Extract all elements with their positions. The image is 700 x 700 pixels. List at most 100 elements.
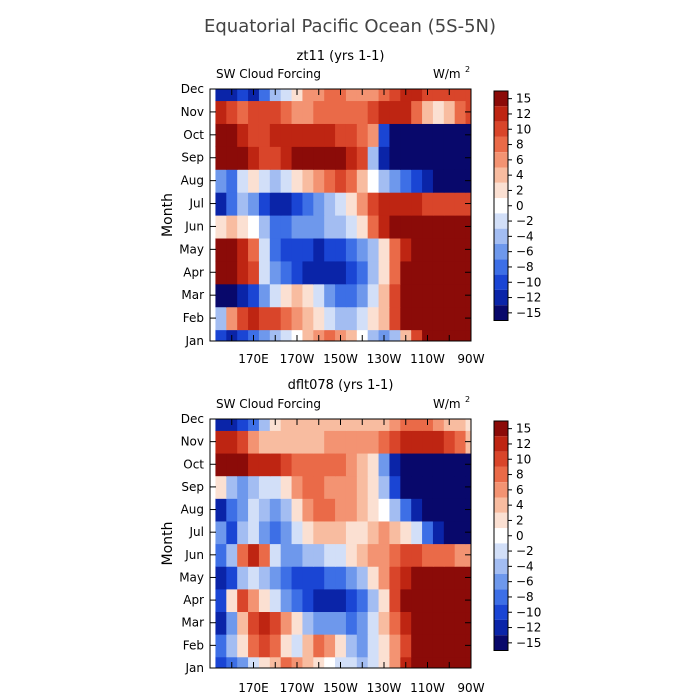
heatmap-cell: [411, 452, 423, 477]
y-axis-label: Month: [160, 193, 176, 237]
heatmap-cell: [291, 192, 304, 216]
heatmap-cell: [258, 192, 271, 216]
heatmap-cell: [345, 215, 358, 239]
heatmap-cell: [313, 520, 325, 545]
heatmap-cell: [454, 89, 467, 102]
colorbar-label: −4: [516, 559, 534, 573]
heatmap-cell: [248, 100, 260, 124]
heatmap-cell: [432, 475, 445, 499]
heatmap-cell: [345, 611, 358, 635]
heatmap-cell: [237, 611, 249, 635]
heatmap-cell: [345, 566, 358, 590]
heatmap-cell: [411, 656, 423, 668]
colorbar-segment: [494, 528, 508, 544]
heatmap-cell: [411, 588, 423, 613]
heatmap-cell: [226, 520, 238, 545]
colorbar-label: −6: [516, 575, 534, 589]
heatmap-cell: [432, 611, 445, 635]
heatmap-cell: [237, 430, 249, 454]
x-tick-label: 170W: [280, 352, 315, 366]
x-tick-label: 170E: [238, 352, 269, 366]
y-tick-label: Aug: [181, 174, 204, 188]
heatmap-cell: [335, 588, 347, 613]
colorbar-label: 15: [516, 92, 531, 106]
heatmap-cell: [313, 588, 325, 613]
x-tick-label: 170E: [238, 681, 269, 695]
colorbar-segment: [494, 289, 508, 306]
panel-variable-label: SW Cloud Forcing: [216, 67, 321, 81]
heatmap-cell: [248, 588, 260, 613]
colorbar-label: 6: [516, 153, 524, 167]
x-tick-label: 150W: [323, 681, 358, 695]
heatmap-cell: [215, 192, 227, 216]
heatmap-cell: [269, 452, 282, 477]
heatmap-cell: [302, 588, 314, 613]
heatmap-cell: [345, 656, 358, 668]
heatmap-cell: [226, 611, 238, 635]
heatmap-cell: [443, 237, 456, 262]
heatmap-cell: [378, 169, 391, 193]
heatmap-cell: [432, 169, 445, 193]
heatmap-cell: [378, 146, 391, 170]
heatmap-cell: [302, 475, 314, 499]
heatmap-cell: [302, 419, 314, 431]
heatmap-cell: [335, 543, 347, 567]
heatmap-cell: [422, 215, 434, 239]
panel-units-superscript: 2: [465, 65, 470, 74]
y-tick-label: Apr: [183, 265, 204, 279]
heatmap-cell: [248, 566, 260, 590]
heatmap-cell: [400, 100, 412, 124]
colorbar-segment: [494, 604, 508, 620]
heatmap-cell: [237, 588, 249, 613]
heatmap-cell: [258, 475, 271, 499]
heatmap-cell: [367, 100, 380, 124]
heatmap-cell: [215, 475, 227, 499]
heatmap-cell: [258, 498, 271, 522]
heatmap-cell: [237, 566, 249, 590]
heatmap-cell: [302, 146, 314, 170]
x-tick-label: 90W: [457, 681, 484, 695]
heatmap-cell: [248, 475, 260, 499]
heatmap-cell: [400, 192, 412, 216]
colorbar-frame: [493, 420, 509, 651]
heatmap-cell: [280, 419, 293, 431]
heatmap-cell: [280, 588, 293, 613]
heatmap-cell: [432, 283, 445, 308]
heatmap-cell: [302, 611, 314, 635]
heatmap-cell: [411, 237, 423, 262]
heatmap-cell: [432, 237, 445, 262]
heatmap-cell: [389, 566, 401, 590]
y-tick-label: Nov: [181, 435, 204, 449]
heatmap-cell: [411, 169, 423, 193]
colorbar-label: −8: [516, 590, 534, 604]
heatmap-cell: [302, 283, 314, 308]
heatmap-cell: [422, 520, 434, 545]
heatmap-cell: [400, 611, 412, 635]
colorbar-label: −8: [516, 260, 534, 274]
heatmap-cell: [356, 192, 369, 216]
heatmap-cell: [411, 520, 423, 545]
heatmap-cell: [367, 498, 380, 522]
heatmap-cell: [269, 89, 282, 102]
heatmap-cell: [454, 169, 467, 193]
heatmap-cell: [400, 89, 412, 102]
heatmap-cell: [291, 430, 304, 454]
heatmap-cell: [411, 498, 423, 522]
colorbar-segment: [494, 136, 508, 153]
colorbar-label: −4: [516, 229, 534, 243]
heatmap-cell: [389, 475, 401, 499]
heatmap-cell: [400, 498, 412, 522]
panel-variable-label: SW Cloud Forcing: [216, 397, 321, 411]
colorbar-segment: [494, 182, 508, 199]
colorbar-segment: [494, 574, 508, 590]
y-tick-label: May: [179, 570, 204, 584]
colorbar-label: 4: [516, 168, 524, 182]
heatmap-cell: [324, 169, 336, 193]
heatmap-cell: [237, 169, 249, 193]
heatmap-cell: [432, 430, 445, 454]
heatmap-cell: [215, 543, 227, 567]
x-tick-label: 170W: [280, 681, 315, 695]
heatmap-cell: [302, 430, 314, 454]
heatmap-cell: [324, 634, 336, 658]
colorbar-segment: [494, 619, 508, 636]
